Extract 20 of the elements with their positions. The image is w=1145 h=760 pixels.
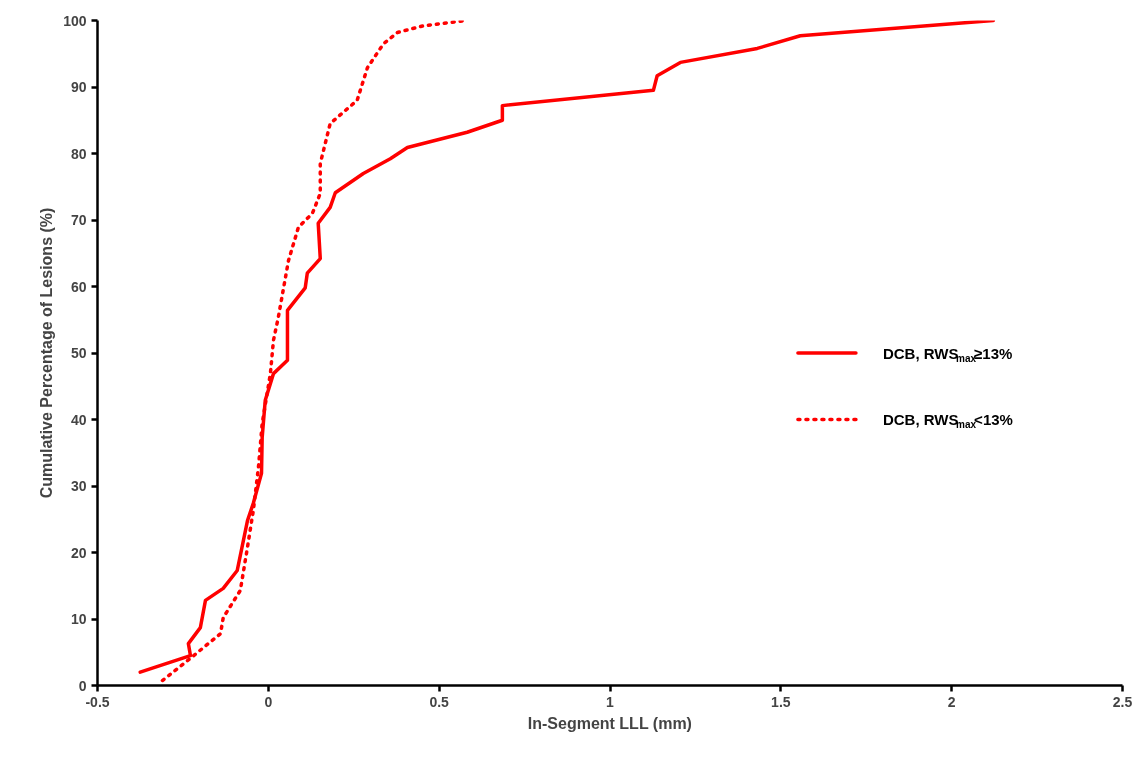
y-tick-label: 40	[70, 411, 87, 428]
y-tick-label: 30	[70, 478, 87, 494]
y-tick-label: 60	[70, 278, 87, 295]
y-tick-label: 20	[70, 544, 87, 561]
x-tick-label: 0.5	[429, 693, 450, 710]
x-tick-label: 0	[264, 693, 273, 710]
x-tick-label: 1.5	[771, 693, 791, 710]
y-tick-label: 90	[70, 79, 87, 95]
y-tick-label: 50	[70, 345, 87, 361]
y-tick-label: 80	[70, 145, 87, 162]
x-tick-label: -0.5	[85, 693, 110, 710]
y-tick-label: 100	[63, 12, 87, 29]
x-axis-title: In-Segment LLL (mm)	[527, 714, 692, 732]
y-tick-label: 10	[70, 611, 87, 627]
x-tick-label: 1	[606, 693, 615, 710]
x-tick-label: 2.5	[1112, 693, 1133, 710]
y-tick-label: 70	[70, 212, 87, 228]
x-tick-label: 2	[947, 693, 956, 710]
y-tick-label: 0	[78, 677, 87, 694]
y-axis-title: Cumulative Percentage of Lesions (%)	[38, 207, 56, 499]
